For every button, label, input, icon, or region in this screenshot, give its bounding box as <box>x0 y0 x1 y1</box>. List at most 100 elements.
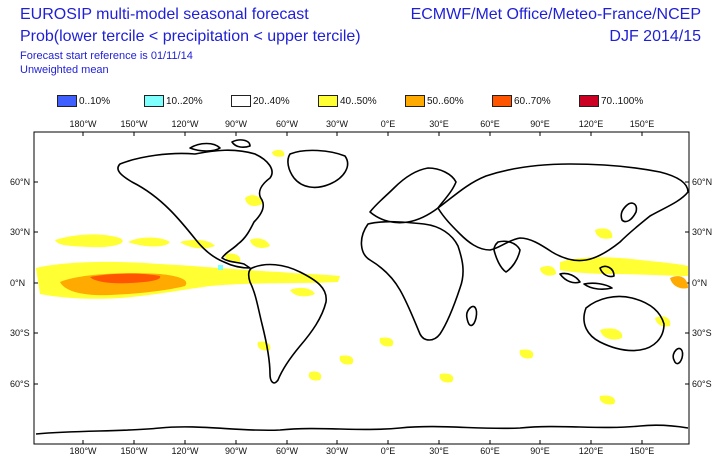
legend-item: 0..10% <box>57 94 110 108</box>
legend-item: 50..60% <box>405 94 464 108</box>
yellow-area <box>290 287 315 297</box>
legend-label: 70..100% <box>601 95 644 107</box>
legend-swatch <box>492 95 512 107</box>
lon-tick-label: 120°E <box>579 446 604 456</box>
madagascar-coast <box>465 305 478 327</box>
lon-labels-bottom: 180°W 150°W 120°W 90°W 60°W 30°W 0°E 30°… <box>69 446 654 456</box>
lat-tick-label: 0°N <box>10 278 25 288</box>
lat-labels: 60°N 30°N 0°N 30°S 60°S 60°N 30°N 0°N 30… <box>10 177 712 389</box>
south-america-coast <box>247 263 327 384</box>
yellow-area <box>245 195 262 206</box>
lon-tick-label: 180°W <box>69 446 97 456</box>
lon-tick-label: 60°W <box>276 446 299 456</box>
yellow-area <box>55 234 123 248</box>
lon-tick-label: 120°E <box>579 119 604 129</box>
legend-label: 50..60% <box>427 95 464 107</box>
yellow-area <box>128 237 170 247</box>
world-map: 180°W 150°W 120°W 90°W 60°W 30°W 0°E 30°… <box>10 119 712 456</box>
lat-tick-label: 60°S <box>10 379 30 389</box>
yellow-area <box>560 257 688 276</box>
lon-tick-label: 90°W <box>225 119 248 129</box>
lon-tick-label: 90°E <box>530 119 550 129</box>
yellow-area <box>339 355 354 365</box>
cyan-area <box>218 265 223 270</box>
yellow-area <box>519 349 534 359</box>
yellow-area <box>272 149 285 157</box>
lat-tick-label: 60°N <box>10 177 30 187</box>
lat-tick-label: 30°S <box>692 328 712 338</box>
legend-swatch <box>405 95 425 107</box>
legend-swatch <box>144 95 164 107</box>
lon-tick-label: 120°W <box>171 446 199 456</box>
legend-swatch <box>231 95 251 107</box>
legend-item: 70..100% <box>579 94 643 108</box>
legend-swatch <box>57 95 77 107</box>
lon-tick-label: 180°W <box>69 119 97 129</box>
lon-tick-label: 60°E <box>480 119 500 129</box>
orange-area <box>670 276 688 289</box>
north-america-coast <box>117 149 273 269</box>
lat-tick-label: 30°S <box>10 328 30 338</box>
asia-coast <box>437 163 689 262</box>
legend-label: 0..10% <box>79 95 111 107</box>
lon-tick-label: 30°W <box>326 446 349 456</box>
probability-shading <box>36 149 688 405</box>
yellow-area <box>250 238 270 248</box>
legend-item: 40..50% <box>318 94 377 108</box>
map-title: EUROSIP multi-model seasonal forecast <box>20 6 309 23</box>
legend-label: 20..40% <box>253 95 290 107</box>
lon-tick-label: 150°W <box>120 446 148 456</box>
lon-tick-label: 0°E <box>381 446 396 456</box>
yellow-area <box>600 328 623 340</box>
coastlines <box>35 139 689 435</box>
lat-tick-label: 60°N <box>692 177 712 187</box>
color-legend: 0..10% 10..20% 20..40% 40..50% 50..60% 6… <box>0 94 723 110</box>
map-subtitle: Prob(lower tercile < precipitation < upp… <box>20 28 361 45</box>
india-coast <box>493 240 521 273</box>
africa-coast <box>360 220 464 341</box>
lat-tick-label: 0°N <box>692 278 707 288</box>
lat-tick-label: 30°N <box>692 227 712 237</box>
new-zealand-coast <box>672 347 684 365</box>
centres-title: ECMWF/Met Office/Meteo-France/NCEP <box>410 6 701 23</box>
lon-tick-label: 90°E <box>530 446 550 456</box>
legend-label: 60..70% <box>514 95 551 107</box>
lat-tick-label: 30°N <box>10 227 30 237</box>
legend-swatch <box>579 95 599 107</box>
yellow-area <box>308 371 322 381</box>
legend-label: 40..50% <box>340 95 377 107</box>
legend-item: 10..20% <box>144 94 203 108</box>
lon-tick-label: 150°W <box>120 119 148 129</box>
lon-tick-label: 30°E <box>429 119 449 129</box>
lon-tick-label: 30°E <box>429 446 449 456</box>
indonesia-coast <box>559 265 615 290</box>
red-orange-area <box>90 273 161 284</box>
greenland-coast <box>287 149 349 189</box>
arctic-islands-coast <box>189 139 251 152</box>
lon-tick-label: 90°W <box>225 446 248 456</box>
tick-marks <box>34 132 689 444</box>
legend-label: 10..20% <box>166 95 203 107</box>
mean-type-text: Unweighted mean <box>20 64 109 76</box>
lon-tick-label: 30°W <box>326 119 349 129</box>
lon-tick-label: 60°E <box>480 446 500 456</box>
legend-item: 20..40% <box>231 94 290 108</box>
lon-labels-top: 180°W 150°W 120°W 90°W 60°W 30°W 0°E 30°… <box>69 119 654 129</box>
australia-coast <box>583 295 665 352</box>
forecast-start-text: Forecast start reference is 01/11/14 <box>20 50 193 62</box>
japan-coast <box>620 202 638 223</box>
lat-tick-label: 60°S <box>692 379 712 389</box>
lon-tick-label: 0°E <box>381 119 396 129</box>
yellow-area <box>439 373 454 383</box>
lon-tick-label: 60°W <box>276 119 299 129</box>
lon-tick-label: 120°W <box>171 119 199 129</box>
legend-item: 60..70% <box>492 94 551 108</box>
yellow-area <box>540 266 556 276</box>
yellow-area <box>599 395 616 405</box>
yellow-area <box>595 228 613 239</box>
antarctica-coast <box>35 424 689 435</box>
yellow-area <box>180 239 215 249</box>
yellow-area <box>379 337 394 347</box>
lon-tick-label: 150°E <box>630 119 655 129</box>
lon-tick-label: 150°E <box>630 446 655 456</box>
